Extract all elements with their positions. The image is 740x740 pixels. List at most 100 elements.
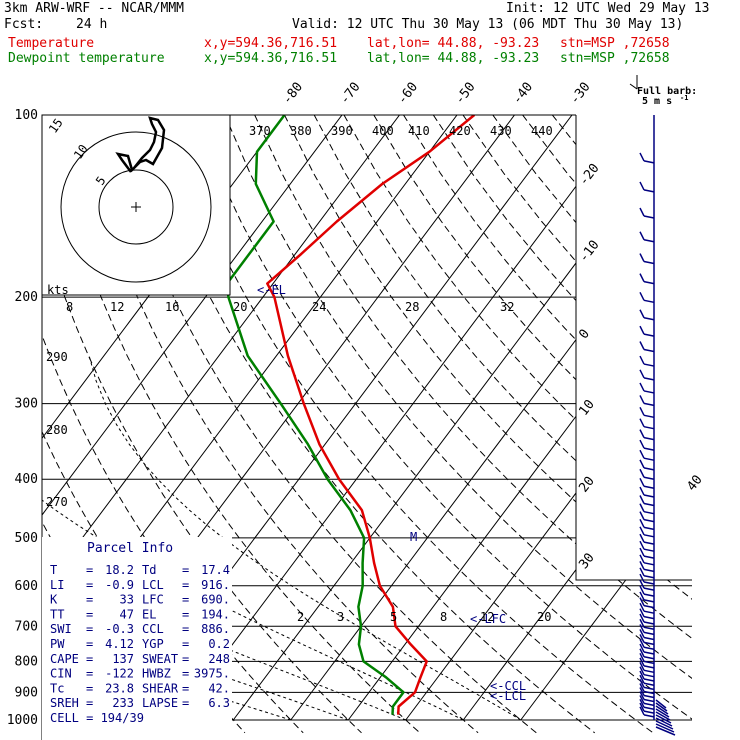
wind-barb — [643, 702, 655, 707]
parcel-info-cell: YGP — [142, 637, 164, 651]
wind-barb — [639, 579, 645, 589]
speed-label: 16 — [165, 300, 179, 314]
dry-adiabat-line — [373, 115, 692, 734]
hodograph-trace — [115, 116, 166, 173]
temperature-latlon: lat,lon= 44.88, -93.23 — [367, 36, 540, 51]
wind-barb — [639, 355, 645, 365]
wind-barb — [643, 665, 655, 669]
wind-barb — [643, 626, 655, 631]
valid-time: Valid: 12 UTC Thu 30 May 13 (06 MDT Thu … — [292, 17, 684, 32]
parcel-info-cell: 886. — [201, 622, 230, 636]
parcel-info-cell: = — [182, 667, 189, 681]
wind-barb — [643, 333, 655, 337]
speed-label: 8 — [66, 300, 73, 314]
ccl-marker: <-CCL — [490, 679, 526, 693]
parcel-info-panel: Parcel Info T = 18.2 Td = 17.4 LI = -0.9 LCL = 916.… — [42, 537, 232, 740]
wind-barb — [643, 660, 655, 665]
level-markers: <-EL <-LFC <-CCL <-LCL M — [257, 283, 526, 703]
wind-barb — [643, 526, 655, 531]
wind-barb — [643, 280, 655, 285]
wind-barb — [643, 348, 655, 353]
wind-barb — [639, 526, 645, 536]
pressure-label: 600 — [15, 579, 38, 594]
parcel-info-rows: T = 18.2 Td = 17.4 LI = -0.9 LCL = 916. K = 33 LFC = 690.… — [50, 563, 230, 710]
mixing-ratio-label: 2 — [297, 610, 304, 624]
wind-barb — [639, 439, 645, 449]
wind-barb — [643, 436, 655, 441]
parcel-info-cell: = — [86, 578, 93, 592]
wind-barb — [639, 608, 645, 618]
parcel-info-cell: = — [182, 652, 189, 666]
parcel-info-cell: SREH — [50, 696, 79, 710]
pressure-label: 400 — [15, 472, 38, 487]
wind-barb — [639, 618, 645, 628]
parcel-info-cell: 47 — [120, 607, 134, 621]
isotherm-line — [175, 115, 630, 721]
wind-barb — [643, 646, 655, 651]
wind-barb — [643, 457, 655, 461]
isotherm-line — [42, 115, 400, 721]
wind-barb — [643, 604, 655, 609]
parcel-info-cell: = — [182, 681, 189, 695]
dry-adiabat-label: 290 — [46, 350, 68, 364]
parcel-info-cell: CIN — [50, 667, 72, 681]
wind-barb — [643, 402, 655, 407]
lcl-marker: <-LCL — [490, 689, 526, 703]
wind-barb — [639, 540, 645, 550]
speed-label: 32 — [500, 300, 514, 314]
mixing-ratio-label: 5 — [390, 610, 397, 624]
parcel-info-cell: 3975. — [194, 667, 230, 681]
wind-legend-barb — [629, 83, 638, 90]
isotherm-line — [347, 115, 692, 721]
hodograph-ring-label-15: 15 — [46, 116, 66, 136]
wind-barb — [643, 575, 655, 579]
parcel-info-cell: 4.12 — [105, 637, 134, 651]
dry-adiabat-line — [0, 115, 12, 733]
dewpoint-station: stn=MSP ,72658 — [560, 51, 670, 66]
parcel-info-cell: = — [182, 622, 189, 636]
plot-right-border — [575, 115, 692, 581]
wind-barb — [639, 181, 645, 191]
dry-adiabat-line — [313, 115, 692, 734]
isotherm-line — [520, 115, 692, 721]
isotherm-label: 0 — [576, 327, 593, 342]
mixing-ratio-label: 12 — [480, 610, 494, 624]
isotherm-label: 10 — [576, 397, 597, 419]
isotherm-line — [290, 115, 692, 721]
wind-barb — [639, 533, 645, 543]
parcel-info-cell: Tc — [50, 681, 64, 695]
wind-barb — [655, 702, 668, 712]
parcel-info-cell: = — [86, 593, 93, 607]
theta-e-label: 440 — [531, 124, 553, 138]
wind-barb — [643, 593, 655, 597]
parcel-info-cell: = — [86, 622, 93, 636]
wind-barb — [643, 160, 655, 164]
wind-barb — [643, 548, 655, 552]
wind-barb — [639, 674, 645, 684]
pressure-label: 500 — [15, 531, 38, 546]
wind-barb — [643, 621, 655, 625]
isotherm-label: 40 — [684, 473, 705, 495]
parcel-info-cell: = — [182, 563, 189, 577]
parcel-info-cell: = — [86, 563, 93, 577]
wind-barb — [639, 585, 645, 595]
wind-legend-value: 5 m s — [642, 96, 672, 107]
dry-adiabat-line — [522, 115, 692, 734]
mixing-ratio-label: 3 — [337, 610, 344, 624]
wind-barb — [639, 273, 645, 282]
dewpoint-latlon: lat,lon= 44.88, -93.23 — [367, 51, 540, 66]
parcel-info-cell: TT — [50, 607, 64, 621]
wind-barb — [639, 591, 645, 601]
wind-legend: Full barb: 5 m s -1 — [629, 75, 697, 107]
wind-legend-title: Full barb: — [637, 86, 697, 97]
parcel-info-cell: 248 — [208, 652, 230, 666]
wind-barb — [643, 510, 655, 515]
wind-barb — [643, 534, 655, 538]
parcel-info-title: Parcel Info — [87, 541, 173, 556]
parcel-info-cell: LAPSE — [142, 696, 178, 710]
hodograph-speed-axis: kts 8 12 16 20 24 28 32 — [47, 283, 514, 314]
wind-barb — [655, 720, 674, 730]
dry-adiabat-line — [75, 115, 479, 734]
forecast-label: Fcst: — [4, 17, 44, 32]
